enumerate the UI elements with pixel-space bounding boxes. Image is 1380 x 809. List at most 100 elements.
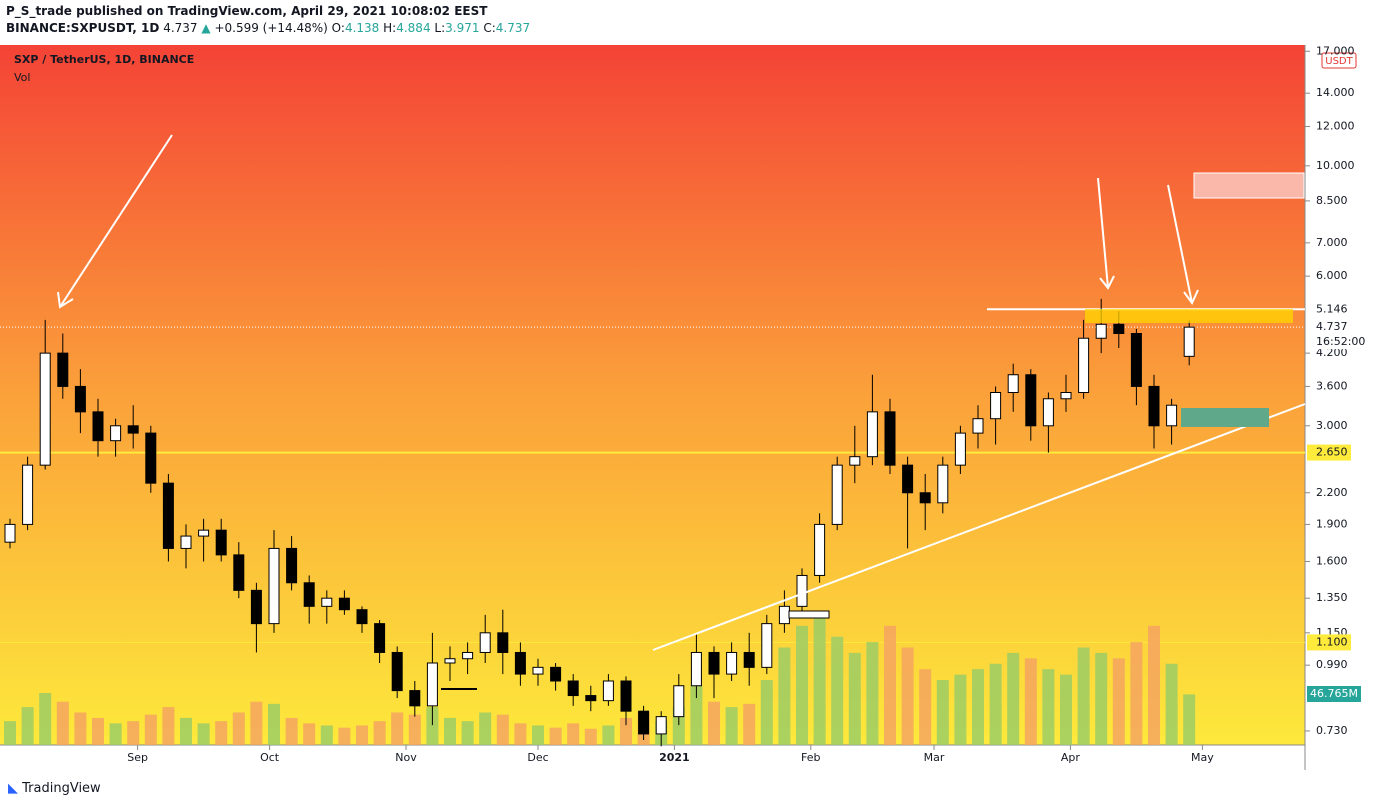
x-tick-label: Oct (260, 751, 280, 764)
candle-body (92, 411, 104, 442)
last: 4.737 (163, 21, 198, 35)
volume-bar (708, 701, 720, 745)
header: P_S_trade published on TradingView.com, … (6, 4, 531, 35)
candle-body (497, 632, 509, 653)
candle-body (479, 632, 491, 653)
candle-body (74, 385, 86, 413)
y-tick-label: 0.730 (1316, 724, 1348, 737)
volume-bar (215, 721, 228, 745)
volume-bar (1024, 658, 1037, 745)
volume-bar (461, 721, 474, 745)
candle-body (1060, 392, 1072, 400)
volume-bar (602, 725, 615, 745)
y-tick-label: 2.200 (1316, 486, 1348, 499)
candle-body (4, 523, 16, 543)
volume-bar (620, 717, 632, 745)
volume-bar (479, 712, 492, 745)
x-tick-label: Mar (924, 751, 945, 764)
candle-body (110, 425, 122, 442)
volume-bar (1165, 663, 1178, 745)
candle-body (127, 425, 139, 434)
volume-bar (444, 717, 456, 745)
candle-body (215, 529, 227, 556)
candle-body (866, 411, 878, 458)
volume-label-bg (1307, 686, 1361, 702)
candle-body (602, 680, 614, 702)
volume-bar (936, 680, 949, 745)
volume-bar (972, 669, 984, 745)
candle-body (303, 582, 315, 607)
volume-label: 46.765M (1310, 687, 1358, 700)
x-tick-label: May (1191, 751, 1214, 764)
candle-body (743, 651, 755, 668)
candle-body (1130, 332, 1142, 387)
volume-bar (127, 721, 140, 745)
volume-bar (391, 712, 404, 745)
ohlc-value: 4.737 (495, 21, 531, 35)
ohlc-value: 4.884 (396, 21, 431, 35)
y-tick-label: 7.000 (1316, 236, 1348, 249)
volume-bar (1060, 674, 1072, 745)
volume-bar (162, 707, 175, 745)
candle-body (902, 464, 914, 494)
footer: ◣ TradingView (8, 781, 101, 796)
volume-bar (285, 717, 298, 745)
volume-bar (866, 642, 879, 745)
candle-body (39, 352, 51, 466)
volume-bar (496, 714, 509, 745)
y-tick-label: 14.000 (1316, 86, 1355, 99)
legend: SXP / TetherUS, 1D, BINANCE (14, 53, 194, 66)
y-tick-label: 17.000 (1316, 44, 1355, 57)
level-label-bg (1307, 301, 1351, 318)
candle-body (1025, 374, 1037, 427)
candle-body (1095, 323, 1107, 339)
volume-bar (1130, 642, 1143, 745)
volume-bar (567, 723, 580, 745)
volume-bar (831, 636, 844, 745)
volume-bar (1112, 658, 1125, 745)
candle-body (22, 464, 34, 525)
candle-body (268, 547, 280, 625)
brand: TradingView (22, 781, 101, 796)
x-tick-label: Apr (1061, 751, 1081, 764)
legend: Vol (14, 71, 30, 84)
candle-body (655, 716, 667, 735)
currency: USDT (1325, 56, 1353, 67)
candle-body (673, 685, 685, 718)
candle-body (180, 535, 192, 549)
candle-body (708, 651, 720, 675)
y-tick-label: 10.000 (1316, 159, 1355, 172)
candle-body (638, 710, 650, 735)
currency-box (1321, 52, 1357, 69)
candle-body (1148, 385, 1160, 427)
candle-body (444, 658, 456, 664)
candle-body (1166, 404, 1178, 427)
volume-bar (320, 725, 333, 745)
volume-bar (584, 728, 597, 745)
symbol: BINANCE:SXPUSDT, 1D (6, 21, 160, 35)
drawings (57, 134, 1306, 690)
candle-body (761, 623, 773, 668)
volume-bar (268, 703, 280, 745)
volume-bar (760, 680, 773, 745)
x-tick-label: Nov (395, 751, 417, 764)
ohlc-value: 4.138 (344, 21, 380, 35)
volume-bar (954, 674, 967, 745)
y-tick-label: 3.600 (1316, 379, 1348, 392)
x-tick-label: Dec (527, 751, 548, 764)
y-tick-label: 0.990 (1316, 658, 1348, 671)
candle-body (814, 523, 826, 576)
volume-bar (21, 707, 34, 745)
candle-body (233, 554, 245, 591)
publisher: P_S_trade published on TradingView.com, … (6, 4, 488, 18)
candle-body (1078, 337, 1090, 394)
volume-bar (848, 652, 861, 745)
candle-body (57, 352, 69, 387)
candle-body (726, 651, 738, 675)
y-tick-label: 6.000 (1316, 269, 1348, 282)
volume-bar (743, 703, 756, 745)
candle-body (1183, 326, 1195, 357)
volume-bar (109, 723, 122, 745)
x-tick-label: Sep (127, 751, 148, 764)
